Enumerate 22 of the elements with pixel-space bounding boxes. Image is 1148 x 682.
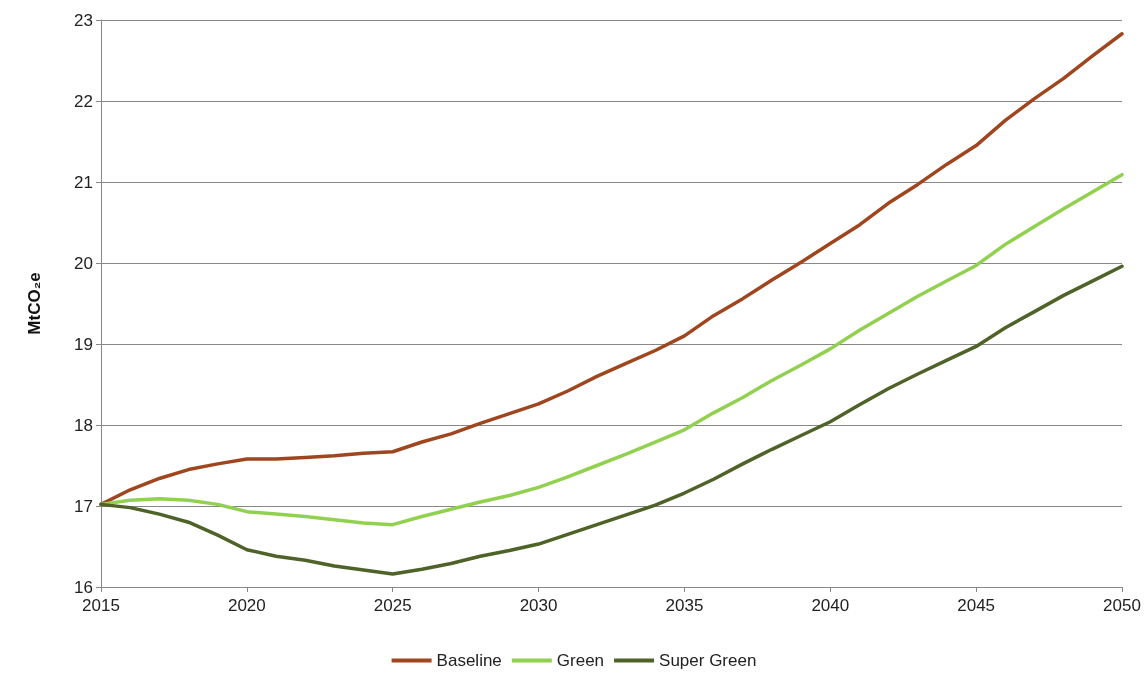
y-tick-label: 17 [74, 496, 93, 516]
x-tick-label: 2020 [227, 596, 266, 615]
x-tick-label: 2050 [1103, 596, 1141, 615]
legend-label: Baseline [436, 651, 502, 670]
line-series [99, 172, 1124, 527]
x-tick-label: 2035 [665, 596, 704, 615]
x-tick-label: 2045 [957, 596, 996, 615]
y-axis-title: MtCO₂e [25, 272, 44, 335]
x-tick-label: 2040 [811, 596, 850, 615]
y-tick-label: 21 [74, 172, 93, 192]
line-series [99, 264, 1124, 576]
y-tick-label: 22 [74, 91, 93, 111]
x-tick-label: 2025 [373, 596, 412, 615]
y-tick-label: 23 [74, 10, 93, 30]
legend-label: Green [556, 651, 605, 670]
x-tick-label: 2030 [519, 596, 558, 615]
legend-label: Super Green [659, 651, 757, 670]
y-tick-label: 18 [74, 415, 93, 435]
y-tick-label: 20 [74, 253, 93, 273]
y-tick-label: 16 [74, 577, 93, 597]
y-tick-label: 19 [74, 334, 93, 354]
x-tick-label: 2015 [82, 596, 120, 615]
